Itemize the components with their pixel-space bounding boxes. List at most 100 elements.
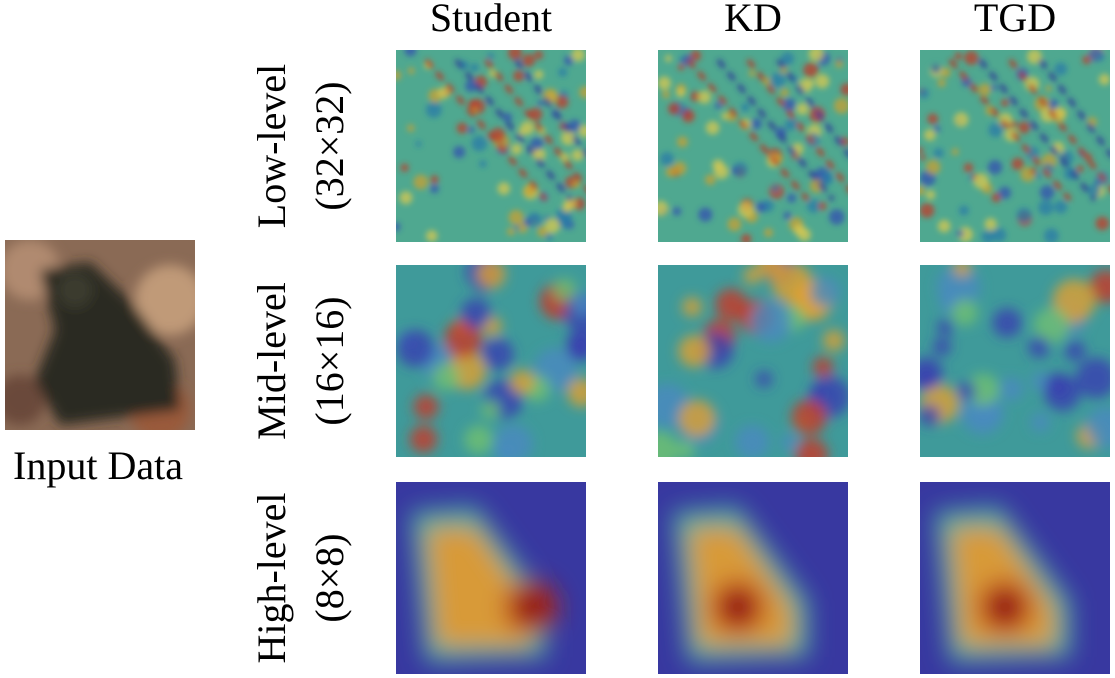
blob — [537, 226, 548, 237]
stripe — [514, 58, 586, 158]
blob — [396, 70, 402, 81]
heatmap — [920, 265, 1110, 457]
blob — [966, 373, 1000, 407]
blob — [1075, 357, 1110, 399]
blob — [957, 381, 976, 401]
column-header: KD — [724, 0, 782, 40]
heatmap-content — [396, 482, 586, 674]
blob — [925, 189, 936, 200]
blob — [740, 103, 750, 112]
heatmap-noise — [658, 50, 848, 242]
blob — [658, 200, 669, 216]
blob — [572, 180, 580, 189]
blob — [570, 292, 586, 316]
blob — [924, 129, 936, 141]
heatmap-content — [658, 265, 848, 457]
blob — [571, 50, 585, 62]
blob — [567, 378, 586, 407]
stripe — [454, 58, 573, 202]
blob — [579, 86, 586, 99]
region — [426, 527, 531, 647]
heatmap-blobs — [673, 507, 808, 662]
blob — [991, 192, 1002, 203]
blob — [572, 197, 586, 211]
blob — [984, 218, 997, 231]
blob — [932, 337, 952, 356]
blob — [1087, 184, 1101, 197]
stripe — [686, 58, 810, 202]
blob — [715, 288, 748, 321]
blob — [396, 222, 401, 232]
blob — [937, 78, 946, 88]
blob — [1035, 172, 1042, 180]
blob — [506, 227, 515, 236]
blob — [567, 334, 586, 362]
column-header: TGD — [974, 0, 1056, 40]
blob — [940, 67, 951, 78]
blob — [930, 63, 942, 74]
heatmap — [920, 50, 1110, 242]
blob — [714, 102, 722, 110]
blob — [1039, 185, 1055, 200]
blob — [1082, 55, 1091, 65]
blob — [1043, 228, 1059, 242]
heatmap — [396, 265, 586, 457]
blob — [697, 90, 712, 104]
heatmap-blobs — [658, 265, 848, 457]
blob — [740, 233, 752, 242]
blob — [954, 52, 963, 60]
heatmap — [920, 482, 1110, 674]
blob — [927, 113, 939, 125]
blob — [783, 211, 792, 220]
blob — [476, 265, 506, 289]
blob — [513, 70, 525, 82]
blob — [673, 161, 687, 176]
blob — [396, 329, 435, 368]
blob — [563, 55, 574, 66]
heatmap-content — [920, 265, 1110, 457]
blob — [675, 87, 686, 98]
blob — [737, 201, 754, 218]
heatmap-content — [658, 50, 848, 242]
blob — [511, 143, 523, 155]
blob — [537, 99, 544, 106]
blob — [735, 425, 770, 457]
heatmap-blobs — [935, 507, 1070, 662]
blob — [487, 52, 495, 60]
blob — [770, 72, 786, 88]
blob — [1030, 413, 1050, 432]
blob — [1038, 200, 1054, 216]
blob — [704, 174, 716, 186]
blob — [956, 230, 964, 238]
blob — [553, 278, 576, 301]
blob — [973, 173, 989, 189]
blob — [920, 88, 930, 99]
blob — [677, 63, 685, 71]
stripe — [1038, 58, 1110, 158]
blob — [1045, 372, 1069, 397]
blob — [1045, 85, 1052, 92]
blob — [835, 60, 844, 68]
blob — [672, 206, 682, 216]
blob — [787, 193, 797, 203]
blob — [822, 329, 845, 352]
blob — [523, 218, 532, 227]
blob — [430, 184, 439, 194]
blob — [468, 126, 475, 134]
hot-core — [728, 597, 748, 617]
blob — [432, 362, 461, 391]
column-header: Student — [430, 0, 552, 40]
blob — [470, 63, 479, 72]
blob — [407, 124, 415, 132]
stripe — [484, 58, 586, 192]
blob — [920, 146, 924, 154]
blob — [755, 370, 773, 388]
blob — [664, 55, 672, 62]
blob — [558, 67, 568, 77]
blob — [407, 67, 415, 75]
heatmap — [658, 482, 848, 674]
blob — [771, 184, 780, 193]
blob — [782, 98, 796, 112]
blob — [682, 297, 702, 317]
stripe — [424, 58, 548, 202]
